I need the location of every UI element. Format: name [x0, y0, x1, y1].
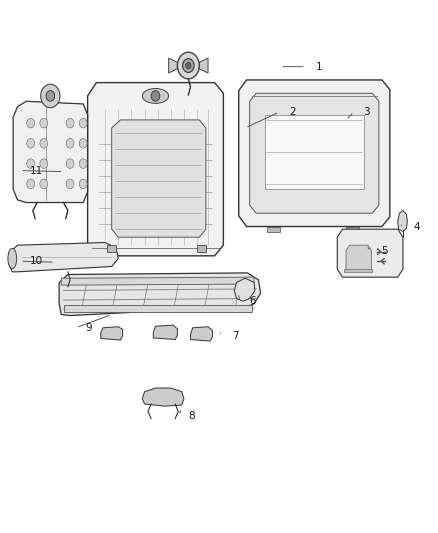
Polygon shape — [107, 245, 116, 252]
Polygon shape — [346, 245, 371, 271]
Circle shape — [40, 139, 48, 148]
Polygon shape — [59, 273, 261, 316]
Circle shape — [40, 118, 48, 128]
Circle shape — [66, 159, 74, 168]
Text: 10: 10 — [30, 256, 43, 266]
Polygon shape — [265, 115, 364, 189]
Polygon shape — [398, 211, 407, 231]
Polygon shape — [61, 277, 254, 285]
Circle shape — [27, 159, 35, 168]
Polygon shape — [64, 305, 252, 312]
Circle shape — [183, 59, 194, 72]
Circle shape — [27, 179, 35, 189]
Circle shape — [79, 139, 87, 148]
Circle shape — [41, 84, 60, 108]
Text: 9: 9 — [85, 323, 92, 333]
Polygon shape — [267, 227, 280, 232]
Circle shape — [79, 179, 87, 189]
Polygon shape — [337, 229, 403, 277]
Polygon shape — [112, 120, 206, 237]
Text: 5: 5 — [381, 246, 388, 255]
Ellipse shape — [8, 248, 17, 269]
Circle shape — [79, 159, 87, 168]
Polygon shape — [169, 58, 177, 73]
Circle shape — [66, 118, 74, 128]
Circle shape — [27, 118, 35, 128]
Text: 6: 6 — [250, 296, 256, 306]
Polygon shape — [199, 58, 208, 73]
Polygon shape — [153, 325, 177, 340]
Text: 3: 3 — [364, 107, 370, 117]
Text: 4: 4 — [414, 222, 420, 231]
Text: 7: 7 — [232, 331, 239, 341]
Polygon shape — [9, 243, 118, 272]
Polygon shape — [191, 327, 212, 341]
Circle shape — [40, 179, 48, 189]
Polygon shape — [142, 388, 184, 406]
Circle shape — [27, 139, 35, 148]
Text: 11: 11 — [30, 166, 43, 175]
Polygon shape — [346, 227, 359, 232]
Circle shape — [66, 179, 74, 189]
Polygon shape — [88, 83, 223, 256]
Polygon shape — [234, 278, 255, 301]
Polygon shape — [250, 93, 379, 213]
Text: 2: 2 — [289, 107, 296, 117]
Circle shape — [186, 62, 191, 69]
Circle shape — [46, 91, 55, 101]
Circle shape — [177, 52, 199, 79]
Text: 8: 8 — [188, 411, 195, 421]
Circle shape — [66, 139, 74, 148]
Polygon shape — [344, 269, 372, 272]
Polygon shape — [101, 327, 123, 340]
Polygon shape — [197, 245, 206, 252]
Text: 1: 1 — [315, 62, 322, 71]
Polygon shape — [13, 101, 88, 203]
Circle shape — [151, 91, 160, 101]
Circle shape — [79, 118, 87, 128]
Polygon shape — [239, 80, 390, 227]
Circle shape — [40, 159, 48, 168]
Ellipse shape — [142, 88, 169, 103]
